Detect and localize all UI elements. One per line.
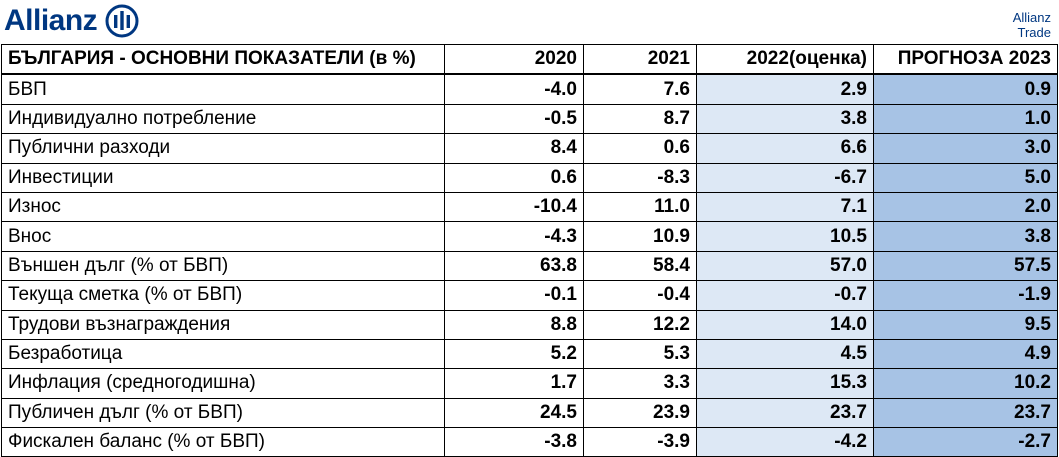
value-2022-estimate: -6.7	[696, 162, 874, 193]
indicator-label: Износ	[1, 191, 445, 223]
value-2021: -3.9	[583, 427, 697, 457]
table-row: Трудови възнаграждения 8.8 12.2 14.0 9.5	[1, 309, 1058, 340]
value-2022-estimate: 14.0	[696, 309, 874, 340]
value-2023-forecast: 9.5	[873, 309, 1058, 340]
table-row: Инвестиции 0.6 -8.3 -6.7 5.0	[1, 162, 1058, 193]
table-row: Текуща сметка (% от БВП) -0.1 -0.4 -0.7 -1.9	[1, 280, 1058, 311]
value-2020: 0.6	[444, 162, 584, 193]
indicator-label: Публичен дълг (% от БВП)	[1, 397, 445, 429]
table-row: Безработица 5.2 5.3 4.5 4.9	[1, 338, 1058, 370]
value-2023-forecast: 1.0	[873, 103, 1058, 135]
value-2022-estimate: 7.1	[696, 191, 874, 223]
value-2020: 1.7	[444, 368, 584, 399]
allianz-logo: Allianz	[4, 2, 139, 40]
table-row: Публичен дълг (% от БВП) 24.5 23.9 23.7 23.7	[1, 397, 1058, 429]
header-indicator: БЪЛГАРИЯ - ОСНОВНИ ПОКАЗАТЕЛИ (в %)	[1, 44, 445, 76]
value-2020: 5.2	[444, 338, 584, 370]
logo-wordmark: Allianz	[4, 4, 98, 37]
table-row: Външен дълг (% от БВП) 63.8 58.4 57.0 57.5	[1, 250, 1058, 282]
value-2023-forecast: 57.5	[873, 250, 1058, 282]
value-2021: 12.2	[583, 309, 697, 340]
table-row: Износ -10.4 11.0 7.1 2.0	[1, 191, 1058, 223]
value-2022-estimate: -4.2	[696, 427, 874, 457]
value-2020: 63.8	[444, 250, 584, 282]
value-2023-forecast: -1.9	[873, 280, 1058, 311]
value-2020: -10.4	[444, 191, 584, 223]
value-2020: -0.1	[444, 280, 584, 311]
value-2021: -8.3	[583, 162, 697, 193]
value-2020: 24.5	[444, 397, 584, 429]
indicator-label: Външен дълг (% от БВП)	[1, 250, 445, 282]
value-2022-estimate: 57.0	[696, 250, 874, 282]
header-2023-forecast: ПРОГНОЗА 2023	[873, 44, 1058, 76]
value-2022-estimate: 6.6	[696, 133, 874, 164]
value-2021: 58.4	[583, 250, 697, 282]
trade-brand-line1: Allianz	[1012, 10, 1051, 25]
value-2021: 10.9	[583, 221, 697, 252]
indicator-label: Инвестиции	[1, 162, 445, 193]
value-2023-forecast: 0.9	[873, 73, 1058, 105]
table-header: БЪЛГАРИЯ - ОСНОВНИ ПОКАЗАТЕЛИ (в %) 2020…	[1, 44, 1058, 76]
value-2022-estimate: 23.7	[696, 397, 874, 429]
header-row: БЪЛГАРИЯ - ОСНОВНИ ПОКАЗАТЕЛИ (в %) 2020…	[1, 44, 1058, 76]
value-2021: 3.3	[583, 368, 697, 399]
table-row: Инфлация (средногодишна) 1.7 3.3 15.3 10.2	[1, 368, 1058, 399]
indicator-label: Трудови възнаграждения	[1, 309, 445, 340]
table-body: БВП -4.0 7.6 2.9 0.9 Индивидуално потребление…	[1, 73, 1058, 457]
value-2023-forecast: 3.0	[873, 133, 1058, 164]
value-2021: 7.6	[583, 73, 697, 105]
value-2023-forecast: 5.0	[873, 162, 1058, 193]
value-2022-estimate: 4.5	[696, 338, 874, 370]
indicator-label: Индивидуално потребление	[1, 103, 445, 135]
value-2023-forecast: -2.7	[873, 427, 1058, 457]
value-2020: -4.3	[444, 221, 584, 252]
header-2021: 2021	[583, 44, 697, 76]
value-2022-estimate: 10.5	[696, 221, 874, 252]
indicator-label: Публични разходи	[1, 133, 445, 164]
value-2023-forecast: 3.8	[873, 221, 1058, 252]
table-row: БВП -4.0 7.6 2.9 0.9	[1, 73, 1058, 105]
value-2020: 8.4	[444, 133, 584, 164]
value-2022-estimate: 3.8	[696, 103, 874, 135]
allianz-trade-logo: Allianz Trade	[1013, 10, 1051, 40]
value-2023-forecast: 23.7	[873, 397, 1058, 429]
value-2022-estimate: -0.7	[696, 280, 874, 311]
table-row: Индивидуално потребление -0.5 8.7 3.8 1.0	[1, 103, 1058, 135]
allianz-eagle-icon	[105, 4, 139, 38]
table-row: Публични разходи 8.4 0.6 6.6 3.0	[1, 133, 1058, 164]
value-2021: 0.6	[583, 133, 697, 164]
table-row: Фискален баланс (% от БВП) -3.8 -3.9 -4.2 -2…	[1, 427, 1058, 457]
value-2020: -4.0	[444, 73, 584, 105]
value-2021: 23.9	[583, 397, 697, 429]
indicators-table: БЪЛГАРИЯ - ОСНОВНИ ПОКАЗАТЕЛИ (в %) 2020…	[1, 44, 1058, 457]
value-2021: 8.7	[583, 103, 697, 135]
value-2021: 11.0	[583, 191, 697, 223]
value-2023-forecast: 4.9	[873, 338, 1058, 370]
header-2022-estimate: 2022(оценка)	[696, 44, 874, 76]
value-2021: 5.3	[583, 338, 697, 370]
value-2022-estimate: 2.9	[696, 73, 874, 105]
indicator-label: Внос	[1, 221, 445, 252]
value-2022-estimate: 15.3	[696, 368, 874, 399]
indicator-label: Инфлация (средногодишна)	[1, 368, 445, 399]
value-2020: -0.5	[444, 103, 584, 135]
trade-brand-line2: Trade	[1017, 25, 1051, 40]
indicator-label: БВП	[1, 73, 445, 105]
header-2020: 2020	[444, 44, 584, 76]
indicator-label: Безработица	[1, 338, 445, 370]
table-row: Внос -4.3 10.9 10.5 3.8	[1, 221, 1058, 252]
value-2021: -0.4	[583, 280, 697, 311]
indicator-label: Фискален баланс (% от БВП)	[1, 427, 445, 457]
value-2023-forecast: 10.2	[873, 368, 1058, 399]
value-2020: 8.8	[444, 309, 584, 340]
value-2020: -3.8	[444, 427, 584, 457]
value-2023-forecast: 2.0	[873, 191, 1058, 223]
indicator-label: Текуща сметка (% от БВП)	[1, 280, 445, 311]
